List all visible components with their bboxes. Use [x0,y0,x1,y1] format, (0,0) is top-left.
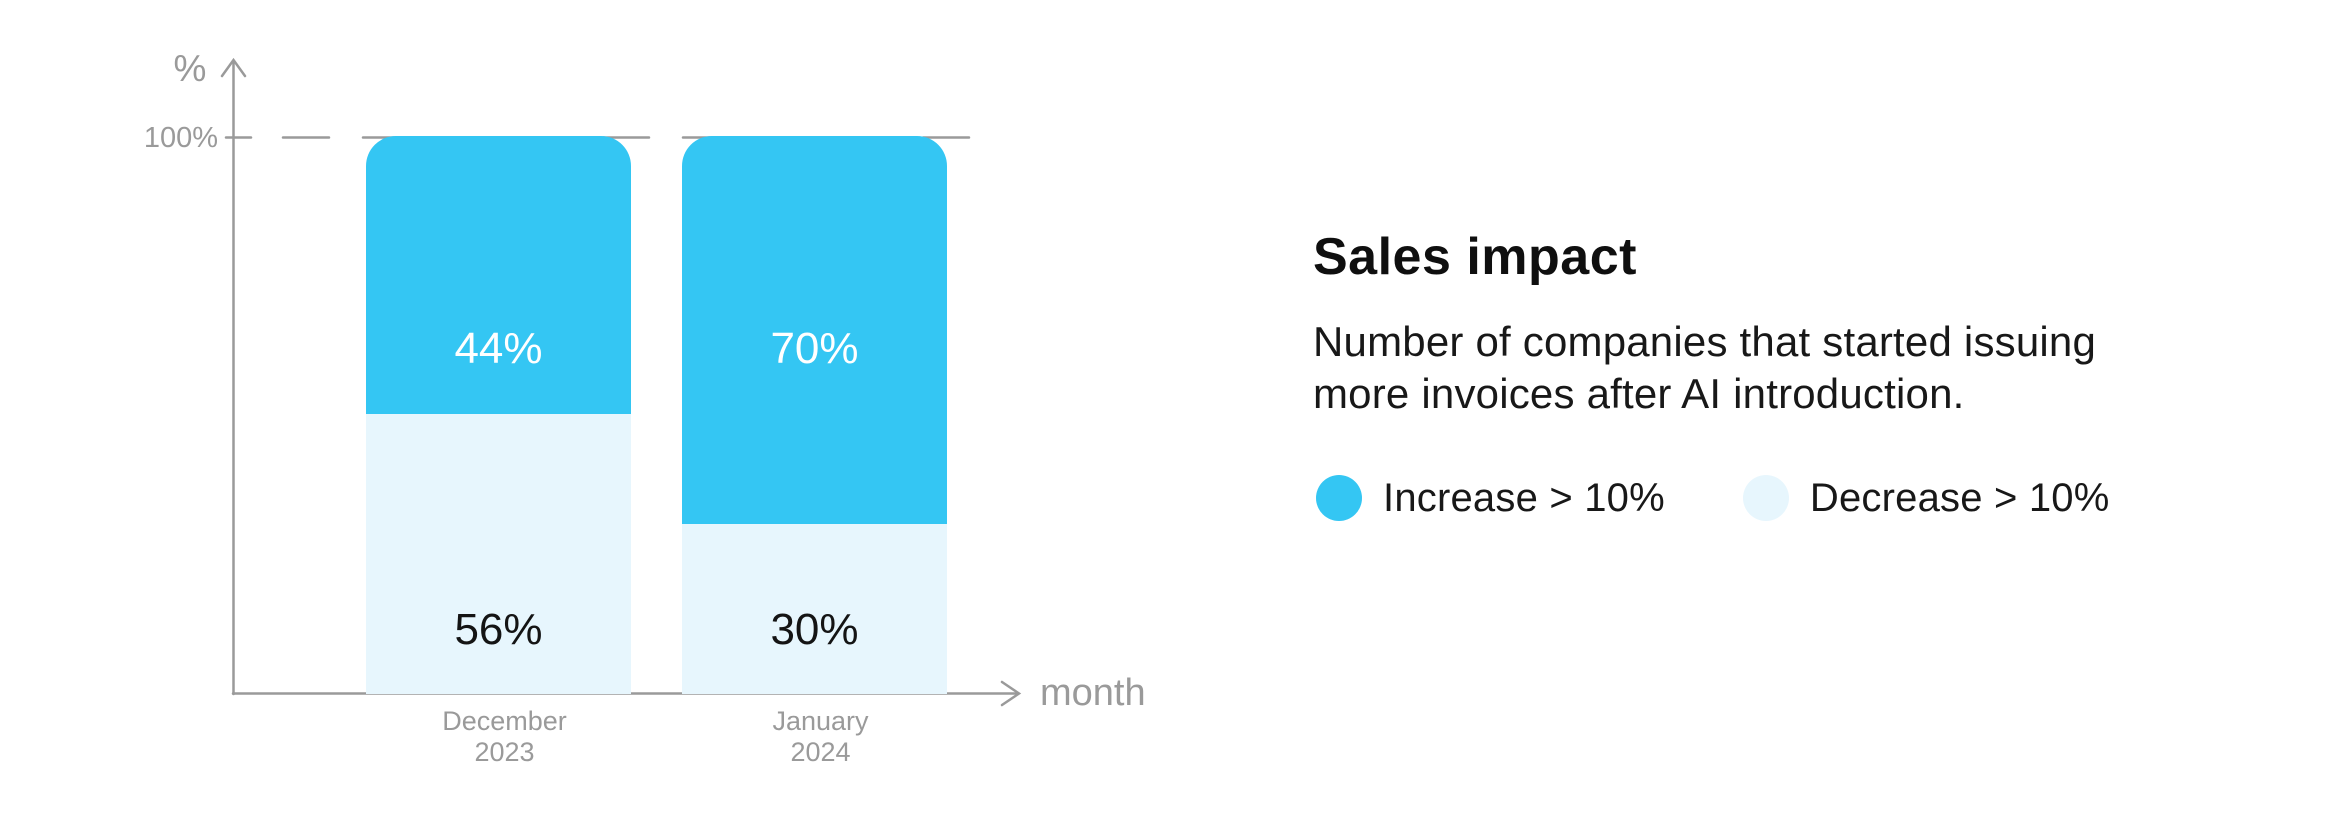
bar-december-2023: 44% 56% [366,136,631,694]
description-line-1: Number of companies that started issuing [1313,318,2097,365]
legend-swatch-decrease-icon [1742,475,1789,521]
legend-label-increase: Increase > 10% [1383,475,1665,520]
y-tick-label-100: 100% [143,122,218,154]
category-label-december-2023: December 2023 [372,706,637,768]
legend-swatch-increase-icon [1316,475,1362,521]
legend: Increase > 10% Decrease > 10% [1316,475,2110,521]
chart-description: Number of companies that started issuing… [1313,316,2096,420]
x-axis-label: month [1040,672,1146,714]
category-month: January [772,706,869,736]
value-label-decrease: 30% [770,605,859,654]
legend-item-increase: Increase > 10% [1316,475,1665,521]
value-label-increase: 44% [454,324,543,373]
y-axis-unit-label: % [173,48,207,89]
y-axis-arrow-icon [220,57,247,78]
legend-label-decrease: Decrease > 10% [1809,475,2110,520]
page-title: Sales impact [1313,228,1637,286]
bar-segment-decrease [366,413,631,694]
legend-item-decrease: Decrease > 10% [1742,475,2110,521]
x-axis-arrow-icon [1000,680,1022,707]
category-month: December [442,706,567,736]
value-label-decrease: 56% [454,605,543,654]
bar-segment-increase [682,136,947,524]
category-year: 2024 [790,737,851,767]
bar-segment-decrease [682,523,947,694]
description-line-2: more invoices after AI introduction. [1313,370,1965,417]
bar-january-2024: 70% 30% [682,136,947,694]
bar-segment-increase [366,136,631,414]
value-label-increase: 70% [770,324,859,373]
category-year: 2023 [474,737,535,767]
category-label-january-2024: January 2024 [688,706,953,768]
